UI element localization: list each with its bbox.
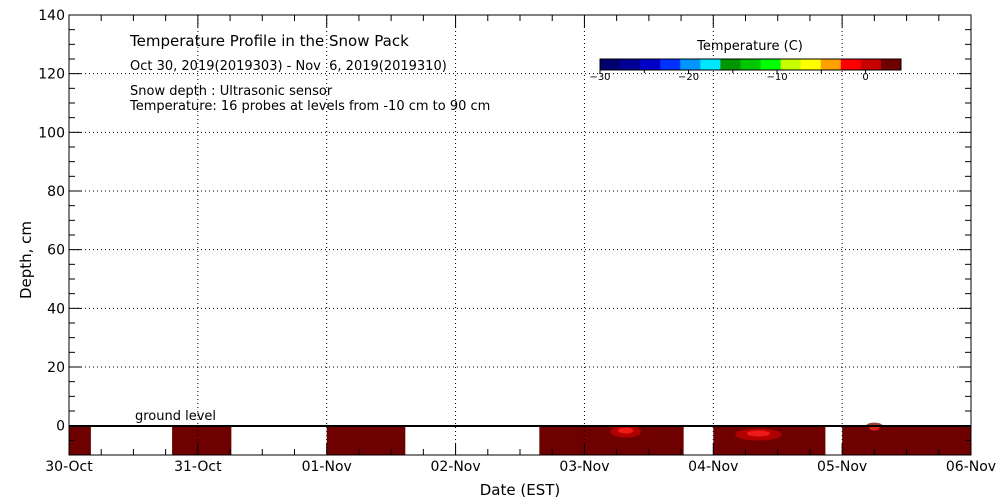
- colorbar-swatch: [620, 59, 641, 70]
- temperature-segments: [69, 425, 971, 455]
- colorbar-swatch: [680, 59, 701, 70]
- colorbar-swatch: [820, 59, 842, 70]
- x-tick-label: 02-Nov: [430, 459, 480, 475]
- colorbar-swatch: [640, 59, 661, 70]
- colorbar-tick-label: −30: [589, 72, 610, 83]
- x-tick-label: 03-Nov: [559, 459, 609, 475]
- y-tick-label: 20: [47, 360, 65, 376]
- y-tick-labels: 0 20 40 60 80 100 120 140: [38, 8, 65, 435]
- temperature-segment: [69, 425, 91, 455]
- warm-spots: [610, 422, 885, 441]
- colorbar-swatch: [600, 59, 621, 70]
- warm-spot-core: [746, 430, 770, 437]
- y-tick-label: 0: [56, 419, 65, 435]
- temperature-segment: [326, 425, 406, 455]
- colorbar-swatch: [720, 59, 741, 70]
- colorbar-swatch: [780, 59, 802, 70]
- colorbar-swatch: [740, 59, 762, 70]
- colorbar-swatch: [700, 59, 721, 70]
- plot-area: [69, 15, 971, 455]
- y-tick-label: 60: [47, 243, 65, 259]
- note-temperature: Temperature: 16 probes at levels from -1…: [129, 99, 490, 114]
- colorbar-tick-label: −20: [678, 72, 699, 83]
- colorbar-tick-label: 0: [862, 72, 868, 83]
- warm-spot-core: [617, 427, 634, 434]
- x-tick-label: 05-Nov: [817, 459, 867, 475]
- chart-subtitle: Oct 30, 2019(2019303) - Nov 6, 2019(2019…: [130, 59, 447, 74]
- y-axis-label: Depth, cm: [17, 221, 35, 299]
- y-tick-label: 120: [38, 67, 65, 83]
- x-axis-label: Date (EST): [480, 481, 561, 499]
- x-tick-label: 31-Oct: [174, 459, 222, 475]
- y-tick-label: 40: [47, 301, 65, 317]
- colorbar-swatch: [800, 59, 822, 70]
- y-tick-label: 100: [38, 125, 65, 141]
- colorbar: [599, 58, 902, 71]
- colorbar-swatch: [760, 59, 782, 70]
- colorbar-swatch: [880, 59, 902, 70]
- x-tick-label: 30-Oct: [45, 459, 93, 475]
- x-tick-label: 04-Nov: [688, 459, 738, 475]
- colorbar-frame: [599, 58, 902, 71]
- plot-frame: [68, 14, 972, 456]
- x-tick-labels: 30-Oct 31-Oct 01-Nov 02-Nov 03-Nov 04-Nov 05-N…: [45, 459, 996, 475]
- y-tick-label: 140: [38, 8, 65, 24]
- colorbar-tick-label: −10: [767, 72, 788, 83]
- colorbar-ticks: −30 −20 −10 0: [589, 70, 869, 83]
- colorbar-swatch: [860, 59, 882, 70]
- y-tick-label: 80: [47, 184, 65, 200]
- colorbar-swatch: [840, 59, 862, 70]
- x-tick-label: 01-Nov: [302, 459, 352, 475]
- colorbar-swatch: [660, 59, 681, 70]
- colorbar-label: Temperature (C): [696, 39, 803, 54]
- grid-lines: [69, 15, 971, 455]
- x-tick-label: 06-Nov: [946, 459, 996, 475]
- chart-title: Temperature Profile in the Snow Pack: [129, 32, 409, 50]
- temperature-segment: [172, 425, 232, 455]
- ground-level-label: ground level: [135, 409, 216, 424]
- note-snow-depth: Snow depth : Ultrasonic sensor: [130, 84, 333, 99]
